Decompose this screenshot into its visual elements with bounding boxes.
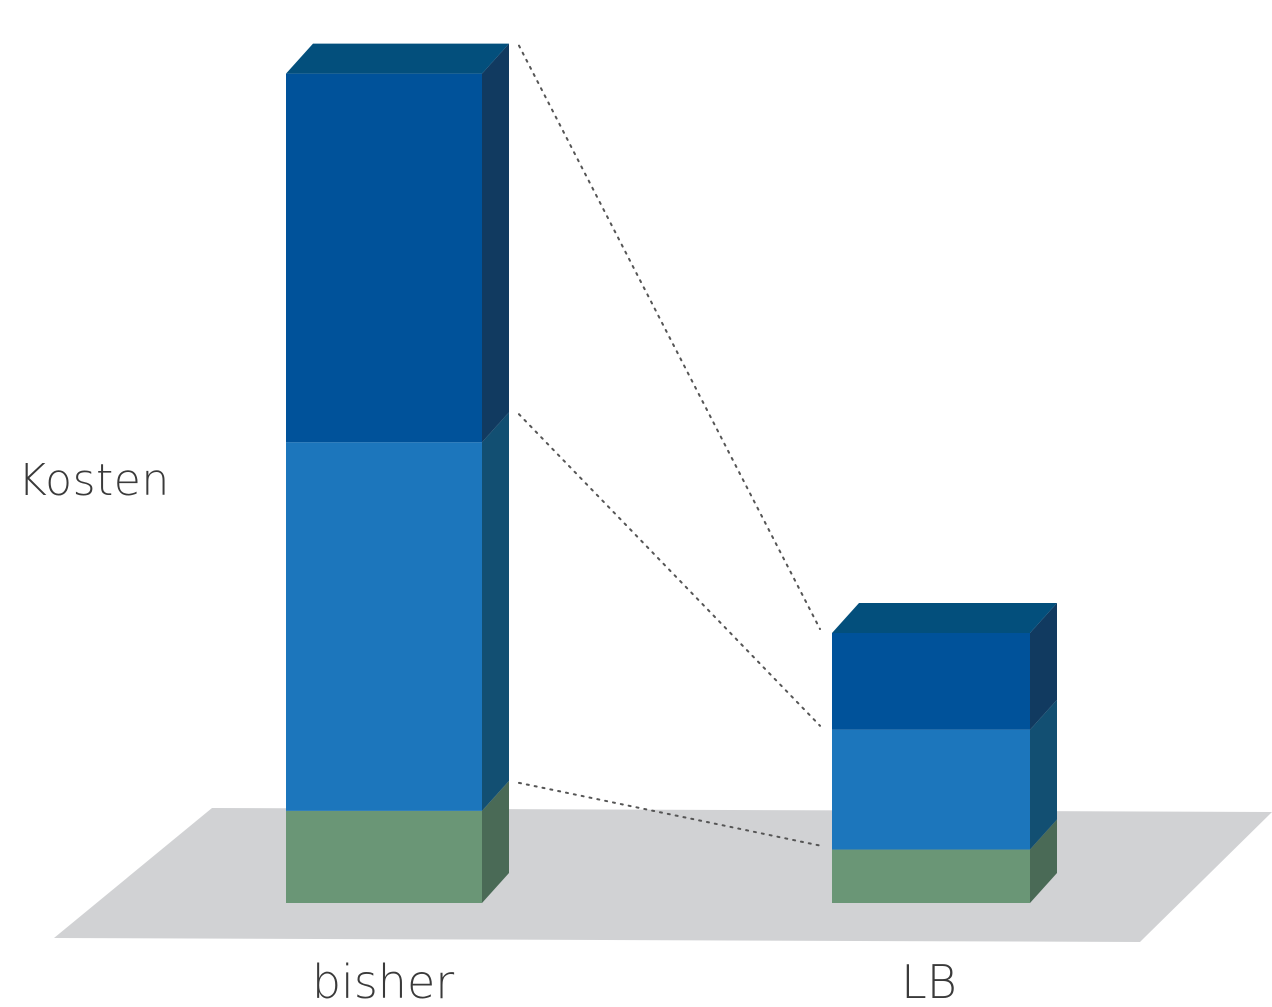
bars-group bbox=[286, 43, 1057, 903]
bar-0-segment-2-front bbox=[286, 73, 482, 443]
connector-line-1 bbox=[518, 413, 821, 727]
bar-0-segment-0-front bbox=[286, 810, 482, 903]
bar-0-segment-1-side bbox=[482, 412, 509, 811]
bar-1-top-cap bbox=[832, 602, 1057, 633]
bar-0-segment-1-front bbox=[286, 442, 482, 811]
bar-0-segment-1 bbox=[286, 412, 509, 811]
bar-0-top-cap bbox=[286, 43, 509, 74]
connector-lines bbox=[518, 44, 821, 847]
bar-1-segment-2-side bbox=[1030, 602, 1057, 730]
connector-line-0 bbox=[518, 781, 821, 847]
category-label-bisher: bisher bbox=[311, 955, 455, 1007]
bar-1-segment-2 bbox=[832, 602, 1057, 730]
floor-plane bbox=[54, 808, 1272, 942]
bar-1-segment-0-front bbox=[832, 849, 1030, 903]
bar-0-segment-2 bbox=[286, 43, 509, 443]
bar-0-segment-0 bbox=[286, 780, 509, 903]
connector-line-2 bbox=[518, 44, 821, 630]
category-label-lb: LB bbox=[901, 955, 957, 1007]
bar-1-segment-0-side bbox=[1030, 819, 1057, 903]
bar-0-segment-0-side bbox=[482, 780, 509, 903]
bar-1-segment-1-front bbox=[832, 729, 1030, 850]
bar-0-segment-2-side bbox=[482, 43, 509, 443]
bar-1-segment-1-side bbox=[1030, 699, 1057, 850]
y-axis-label: Kosten bbox=[18, 455, 170, 506]
bar-1-segment-1 bbox=[832, 699, 1057, 850]
bar-1-segment-0 bbox=[832, 819, 1057, 903]
bar-1-segment-2-front bbox=[832, 632, 1030, 730]
